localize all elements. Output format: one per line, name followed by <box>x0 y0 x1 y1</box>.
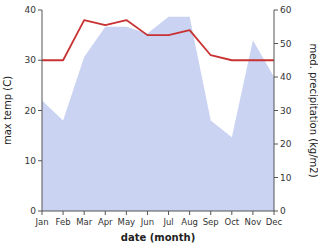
x-tick <box>231 211 232 215</box>
x-tick <box>274 211 275 215</box>
x-tick-label: Nov <box>245 217 262 227</box>
y-tick <box>38 10 42 11</box>
x-tick <box>252 211 253 215</box>
x-tick <box>105 211 106 215</box>
y2-tick <box>274 77 278 78</box>
y-tick <box>38 60 42 61</box>
y2-tick <box>274 110 278 111</box>
x-tick-label: Oct <box>224 217 239 227</box>
y2-tick-label: 60 <box>280 5 292 15</box>
y2-tick-label: 20 <box>280 139 292 149</box>
y-tick-label: 20 <box>25 106 37 116</box>
x-tick-label: May <box>118 217 136 227</box>
x-tick <box>42 211 43 215</box>
y2-tick-label: 30 <box>280 106 292 116</box>
y2-tick <box>274 10 278 11</box>
y-tick-label: 40 <box>25 5 37 15</box>
x-tick <box>210 211 211 215</box>
x-tick-label: Dec <box>266 217 283 227</box>
x-tick <box>147 211 148 215</box>
x-tick-label: Apr <box>98 217 113 227</box>
y2-tick <box>274 144 278 145</box>
y-tick <box>38 160 42 161</box>
chart: 0 10 20 30 40 0 10 20 30 40 50 60 Jan Feb Mar Apr May Jun… <box>0 0 318 247</box>
x-tick-label: Jun <box>140 217 154 227</box>
y2-tick-label: 50 <box>280 39 292 49</box>
y2-tick <box>274 211 278 212</box>
y-tick <box>38 211 42 212</box>
x-tick <box>63 211 64 215</box>
y2-tick-label: 10 <box>280 173 292 183</box>
y2-tick <box>274 43 278 44</box>
x-tick-label: Mar <box>76 217 93 227</box>
x-tick-label: Jan <box>34 217 48 227</box>
x-tick-label: Jul <box>162 217 173 227</box>
y-tick-label: 0 <box>30 206 36 216</box>
x-axis-line <box>42 211 274 212</box>
y-axis-label: max temp (C) <box>2 76 13 145</box>
y-tick-label: 10 <box>25 156 37 166</box>
x-tick-label: Feb <box>56 217 71 227</box>
x-tick <box>168 211 169 215</box>
precip-area <box>42 17 274 211</box>
plot-area <box>42 17 274 211</box>
x-tick <box>189 211 190 215</box>
y2-tick-label: 40 <box>280 72 292 82</box>
x-tick <box>84 211 85 215</box>
temp-line <box>42 20 274 60</box>
x-tick <box>126 211 127 215</box>
y2-tick <box>274 177 278 178</box>
x-tick-label: Aug <box>181 217 198 227</box>
x-tick-label: Sep <box>203 217 219 227</box>
y-tick-label: 30 <box>25 55 37 65</box>
y2-axis-label: med. precipitation (kg/m2) <box>308 43 318 177</box>
y-tick <box>38 110 42 111</box>
x-axis-label: date (month) <box>121 232 195 243</box>
y2-tick-label: 0 <box>280 206 286 216</box>
